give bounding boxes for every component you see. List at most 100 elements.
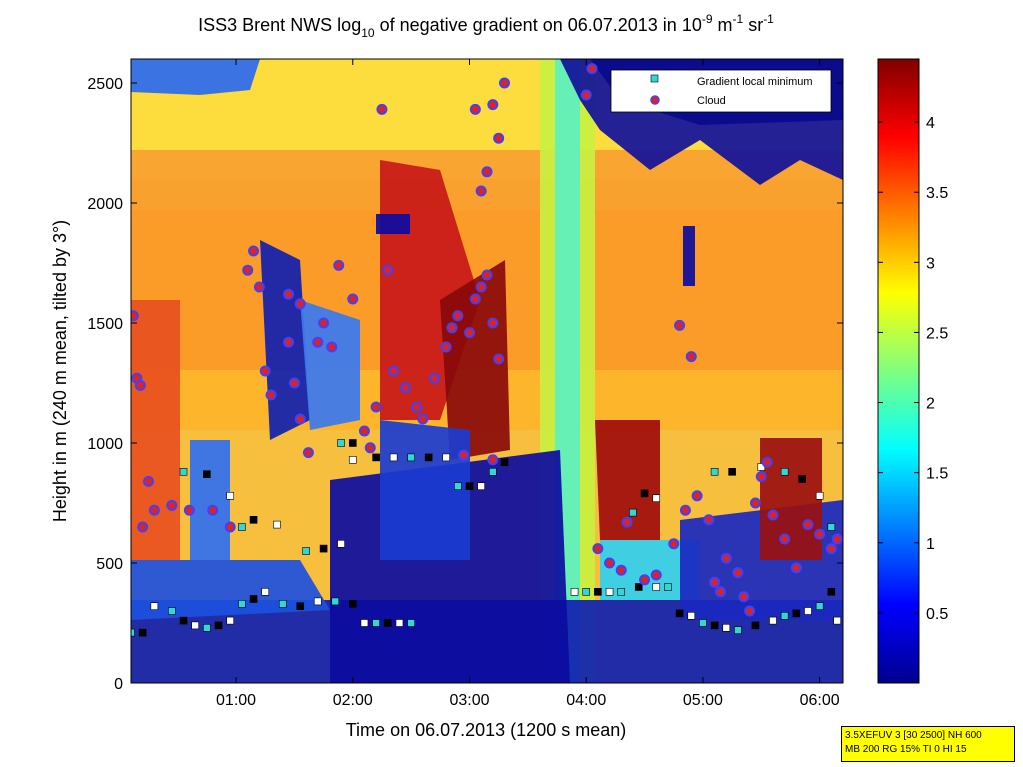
- gradient-minimum-point: [605, 587, 614, 596]
- cloud-point: [639, 574, 651, 586]
- cloud-point: [446, 322, 458, 334]
- gradient-minimum-point: [734, 626, 742, 635]
- y-tick-label: 1500: [87, 316, 123, 333]
- cloud-point: [294, 298, 306, 310]
- cloud-point: [481, 269, 493, 281]
- gradient-minimum-point: [827, 523, 836, 531]
- cloud-point: [825, 543, 837, 555]
- gradient-minimum-point: [296, 602, 305, 611]
- cloud-point: [703, 514, 715, 526]
- cloud-point: [709, 576, 721, 588]
- gradient-minimum-point: [634, 583, 643, 591]
- heatmap-region: [131, 59, 260, 95]
- chart-title: ISS3 Brent NWS log10 of negative gradien…: [198, 12, 774, 40]
- cloud-point: [691, 490, 703, 502]
- gradient-minimum-point: [675, 609, 684, 618]
- colorbar-tick-label: 3.5: [926, 185, 948, 202]
- gradient-minimum-point: [827, 587, 836, 596]
- cloud-point: [137, 521, 149, 533]
- cloud-point: [499, 77, 511, 89]
- cloud-point: [586, 63, 598, 75]
- gradient-minimum-point: [664, 583, 672, 591]
- cloud-point: [779, 533, 791, 545]
- cloud-point: [358, 425, 370, 437]
- gradient-minimum-point: [337, 539, 345, 548]
- cloud-point: [458, 449, 470, 461]
- gradient-minimum-point: [168, 607, 176, 615]
- heatmap-region: [131, 300, 180, 560]
- gradient-minimum-point: [131, 628, 135, 637]
- cloud-point: [761, 456, 773, 468]
- colorbar-tick-label: 2.5: [926, 325, 948, 342]
- cloud-point: [283, 336, 295, 348]
- cloud-point: [487, 99, 499, 111]
- cloud-point: [265, 389, 277, 401]
- cloud-point: [283, 288, 295, 300]
- cloud-point: [312, 336, 324, 348]
- gradient-minimum-point: [582, 587, 591, 596]
- gradient-minimum-point: [722, 623, 731, 632]
- x-axis: 01:00 02:00 03:00 04:00 05:00 06:00: [216, 59, 840, 709]
- x-tick-label: 02:00: [333, 692, 373, 709]
- cloud-point: [131, 310, 139, 322]
- colorbar-tick-label: 4: [926, 115, 935, 132]
- gradient-minimum-point: [179, 616, 188, 625]
- cloud-point: [580, 89, 592, 101]
- cloud-point: [440, 341, 452, 353]
- cloud-point: [302, 447, 314, 459]
- gradient-minimum-point: [331, 597, 340, 606]
- gradient-minimum-point: [261, 587, 270, 596]
- gradient-minimum-point: [249, 515, 258, 524]
- cloud-point: [134, 379, 146, 391]
- gradient-minimum-point: [203, 470, 211, 479]
- cloud-point: [650, 569, 662, 581]
- legend-marker-cloud: [650, 95, 660, 105]
- gradient-minimum-point: [792, 609, 801, 618]
- cloud-point: [487, 317, 499, 329]
- gradient-minimum-point: [454, 482, 462, 491]
- gradient-minimum-point: [249, 595, 258, 603]
- y-tick-label: 2000: [87, 196, 123, 213]
- gradient-minimum-point: [652, 583, 661, 591]
- legend-marker-gradient-minimum: [650, 74, 659, 83]
- cloud-point: [668, 538, 680, 550]
- cloud-point: [326, 341, 338, 353]
- cloud-point: [493, 353, 505, 365]
- gradient-minimum-point: [769, 616, 777, 625]
- cloud-point: [749, 497, 761, 509]
- gradient-minimum-point: [150, 602, 159, 611]
- gradient-minimum-point: [372, 619, 380, 627]
- y-tick-label: 1000: [87, 436, 123, 453]
- gradient-minimum-point: [360, 619, 369, 627]
- gradient-minimum-point: [652, 494, 661, 503]
- gradient-minimum-point: [348, 599, 357, 608]
- x-axis-label: Time on 06.07.2013 (1200 s mean): [346, 720, 627, 740]
- x-tick-label: 04:00: [566, 692, 606, 709]
- info-annotation-box: 3.5XEFUV 3 [30 2500] NH 600 MB 200 RG 15…: [841, 726, 1015, 762]
- cloud-point: [802, 519, 814, 531]
- gradient-minimum-point: [465, 482, 474, 491]
- cloud-point: [738, 591, 750, 603]
- gradient-minimum-point: [477, 482, 485, 491]
- cloud-point: [428, 372, 440, 384]
- legend: Gradient local minimum Cloud: [610, 69, 832, 113]
- gradient-minimum-point: [203, 623, 211, 632]
- cloud-point: [493, 132, 505, 144]
- gradient-minimum-point: [489, 467, 497, 476]
- gradient-minimum-point: [238, 599, 246, 608]
- gradient-minimum-point: [699, 619, 707, 627]
- cloud-point: [143, 475, 155, 487]
- cloud-point: [679, 504, 691, 516]
- cloud-point: [370, 401, 382, 413]
- plot-area: [131, 59, 843, 683]
- gradient-minimum-point: [815, 602, 824, 611]
- gradient-minimum-point: [372, 453, 380, 462]
- points-layer: [131, 63, 843, 637]
- cloud-point: [463, 327, 475, 339]
- heatmap-region: [440, 260, 510, 460]
- gradient-minimum-point: [191, 621, 199, 630]
- cloud-point: [475, 185, 487, 197]
- gradient-minimum-point: [319, 544, 328, 553]
- y-tick-label: 500: [96, 556, 123, 573]
- gradient-minimum-point: [424, 453, 433, 462]
